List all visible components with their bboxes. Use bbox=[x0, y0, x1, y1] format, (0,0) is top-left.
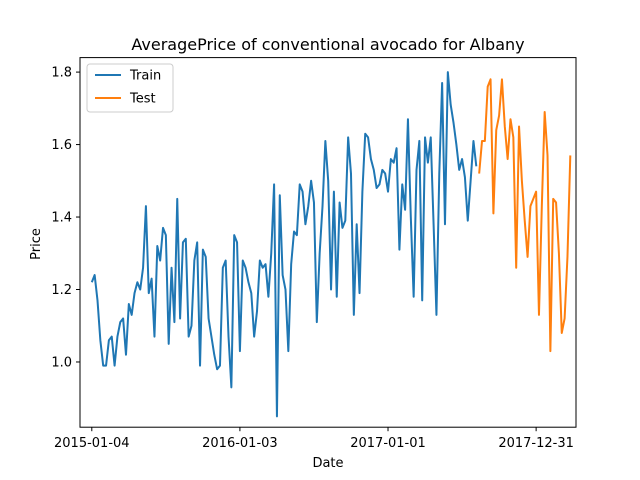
legend-train-label: Train bbox=[129, 69, 161, 84]
y-tick-label: 1.2 bbox=[51, 283, 72, 298]
x-tick-label: 2017-12-31 bbox=[498, 436, 574, 451]
y-axis-label: Price bbox=[29, 228, 44, 260]
y-tick-label: 1.6 bbox=[51, 138, 72, 153]
legend: Train Test bbox=[86, 63, 174, 113]
series-line-train bbox=[90, 71, 478, 418]
x-tick-label: 2016-01-03 bbox=[202, 436, 278, 451]
x-axis-label: Date bbox=[312, 456, 343, 471]
chart-title: AveragePrice of conventional avocado for… bbox=[131, 35, 524, 54]
y-tick-label: 1.0 bbox=[51, 355, 72, 370]
series-layer bbox=[90, 71, 572, 418]
x-tick-label: 2017-01-01 bbox=[350, 436, 426, 451]
x-tick-label: 2015-01-04 bbox=[54, 436, 130, 451]
legend-test-label: Test bbox=[129, 92, 156, 107]
y-tick-label: 1.8 bbox=[51, 66, 72, 81]
y-tick-label: 1.4 bbox=[51, 211, 72, 226]
series-line-test bbox=[478, 78, 572, 353]
ticks-layer: 2015-01-04 2016-01-03 2017-01-01 2017-12-31… bbox=[51, 66, 574, 452]
plot-frame bbox=[79, 57, 577, 428]
